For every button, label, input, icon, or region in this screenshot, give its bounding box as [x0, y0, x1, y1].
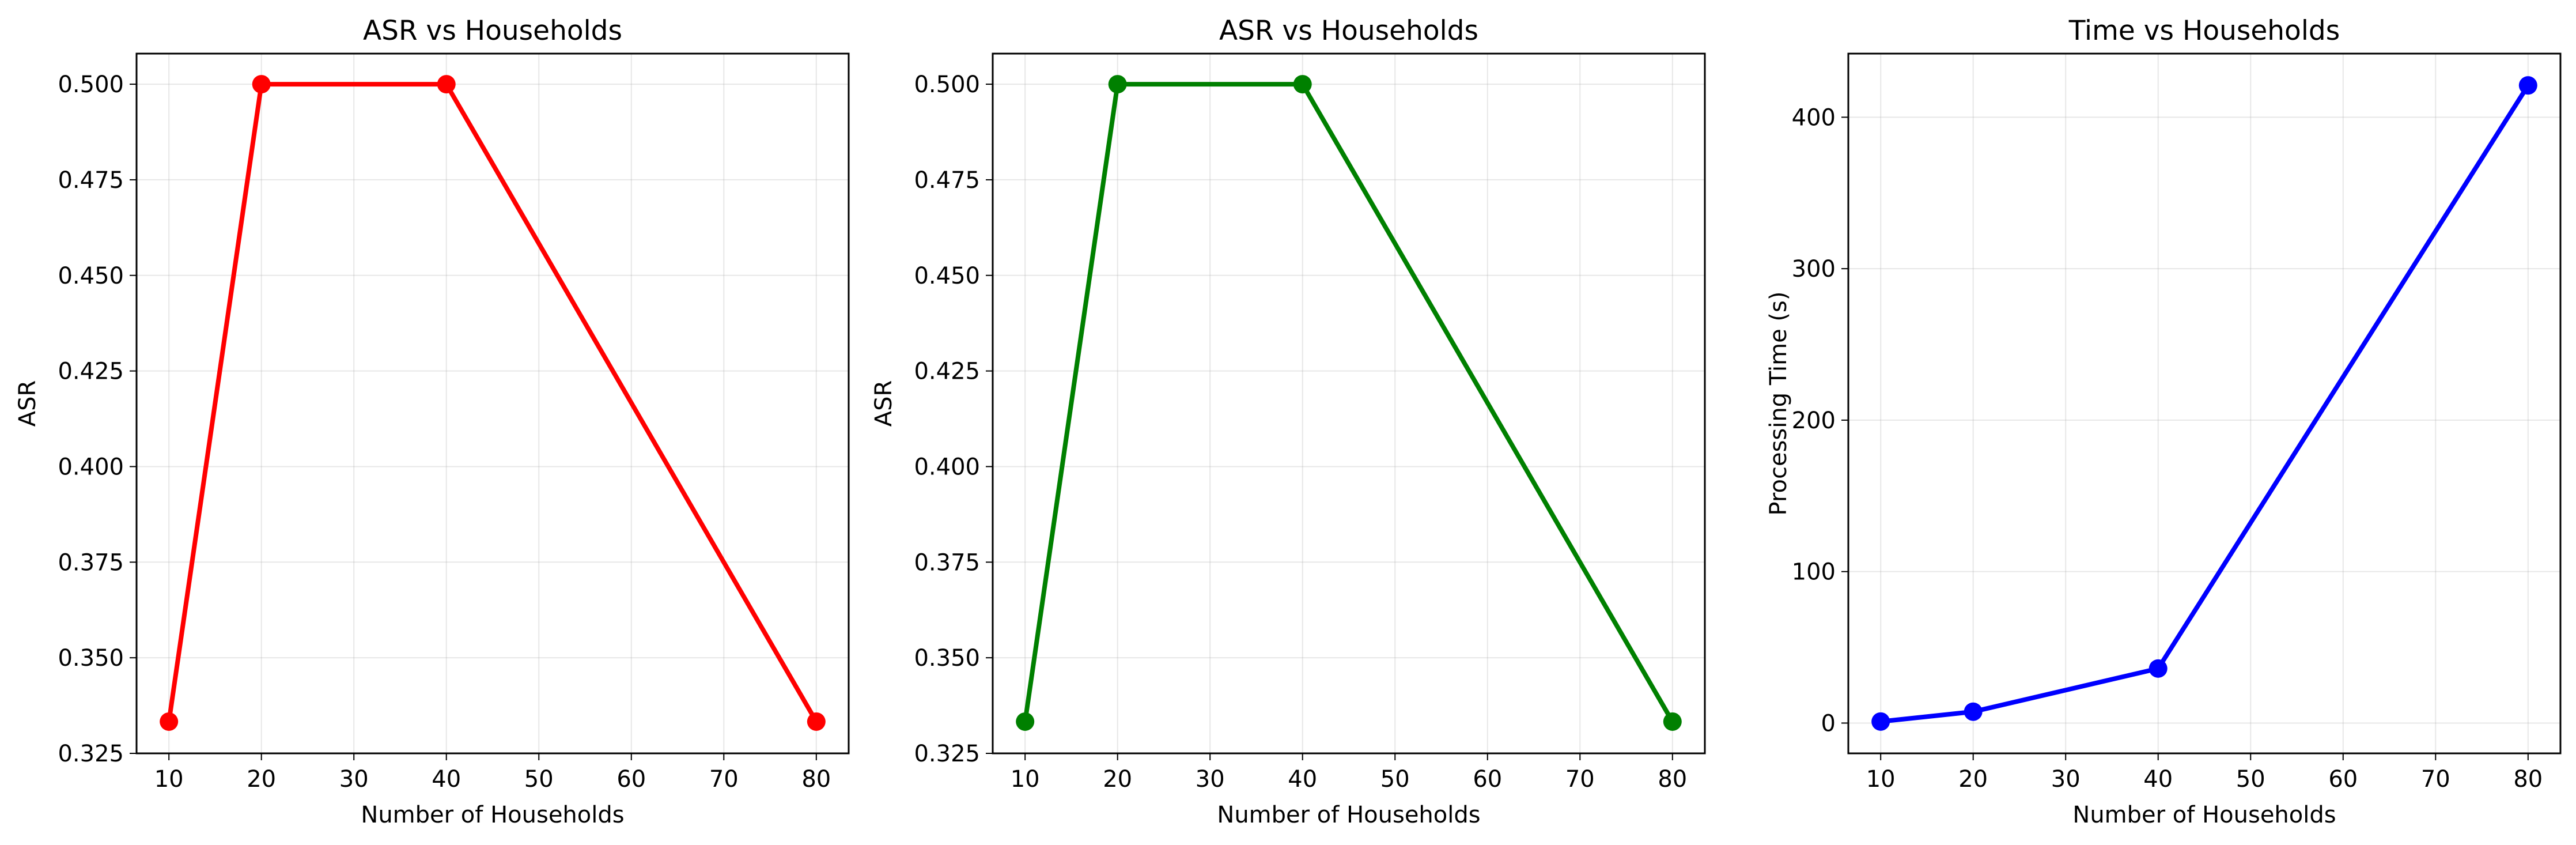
chart-title: ASR vs Households	[363, 15, 622, 47]
series-line	[1880, 84, 2530, 724]
data-point	[1108, 75, 1127, 94]
data-point	[1663, 712, 1682, 731]
series-line	[1023, 82, 1675, 723]
data-point	[1293, 75, 1312, 94]
x-tick-label: 40	[1288, 766, 1317, 793]
y-axis-label: ASR	[14, 380, 41, 427]
x-tick-label: 10	[1866, 766, 1896, 793]
series-line	[167, 82, 819, 723]
x-tick-label: 20	[247, 766, 276, 793]
data-point	[1964, 702, 1983, 721]
x-tick-label: 60	[616, 766, 646, 793]
x-tick-label: 40	[2143, 766, 2173, 793]
plot-frame	[135, 52, 850, 755]
data-point	[2148, 659, 2168, 678]
y-tick-label: 0.325	[58, 741, 124, 767]
y-tick-label: 0.425	[914, 359, 980, 385]
y-tick-label: 200	[1792, 408, 1836, 434]
y-tick-label: 0.400	[58, 454, 124, 480]
plot-frame	[992, 52, 1706, 755]
y-axis-label: Processing Time (s)	[1765, 292, 1792, 516]
y-tick-label: 300	[1792, 256, 1836, 282]
x-tick-label: 30	[339, 766, 369, 793]
data-point	[1016, 712, 1035, 731]
x-tick-label: 30	[2051, 766, 2081, 793]
plot-frame	[1847, 52, 2562, 755]
y-tick-label: 0.450	[914, 263, 980, 289]
chart-panel-asr-red: ASR vs Households Number of Households A…	[14, 15, 850, 828]
y-tick-label: 400	[1792, 104, 1836, 131]
grid	[1848, 54, 2560, 753]
x-tick-label: 80	[1658, 766, 1687, 793]
x-tick-label: 50	[1380, 766, 1410, 793]
y-tick-label: 0.500	[58, 71, 124, 98]
x-axis-label: Number of Households	[1217, 802, 1480, 828]
data-point	[2518, 76, 2537, 95]
x-tick-label: 70	[1565, 766, 1595, 793]
chart-panel-asr-green: ASR vs Households Number of Households A…	[871, 15, 1706, 828]
y-tick-label: 100	[1792, 559, 1836, 586]
y-tick-label: 0.475	[58, 167, 124, 194]
y-tick-label: 0	[1821, 710, 1836, 737]
x-tick-label: 20	[1958, 766, 1988, 793]
y-tick-label: 0.400	[914, 454, 980, 480]
y-tick-label: 0.425	[58, 359, 124, 385]
x-tick-label: 60	[2328, 766, 2358, 793]
x-tick-label: 80	[801, 766, 831, 793]
chart-title: Time vs Households	[2068, 15, 2340, 47]
data-point	[437, 75, 456, 94]
y-axis-label: ASR	[871, 380, 897, 427]
x-tick-label: 70	[2421, 766, 2450, 793]
y-tick-label: 0.350	[914, 645, 980, 672]
data-point	[160, 712, 179, 731]
y-tick-label: 0.350	[58, 645, 124, 672]
x-tick-label: 30	[1196, 766, 1225, 793]
chart-panel-time: Time vs Households Number of Households …	[1765, 15, 2562, 828]
x-axis-label: Number of Households	[2072, 802, 2336, 828]
x-tick-label: 50	[524, 766, 554, 793]
data-point	[252, 75, 271, 94]
y-tick-label: 0.500	[914, 71, 980, 98]
y-tick-label: 0.375	[914, 549, 980, 576]
grid	[993, 54, 1705, 754]
x-tick-label: 80	[2513, 766, 2543, 793]
x-axis-label: Number of Households	[361, 802, 624, 828]
data-point	[1871, 712, 1890, 731]
x-tick-label: 50	[2236, 766, 2265, 793]
grid	[137, 54, 849, 754]
chart-title: ASR vs Households	[1219, 15, 1478, 47]
y-tick-label: 0.450	[58, 263, 124, 289]
y-tick-label: 0.325	[914, 741, 980, 767]
x-tick-label: 20	[1103, 766, 1132, 793]
x-tick-label: 60	[1473, 766, 1502, 793]
x-tick-label: 40	[432, 766, 461, 793]
data-point	[807, 712, 826, 731]
y-tick-label: 0.475	[914, 167, 980, 194]
x-tick-label: 10	[1011, 766, 1040, 793]
x-tick-label: 70	[709, 766, 739, 793]
y-tick-label: 0.375	[58, 549, 124, 576]
x-tick-label: 10	[154, 766, 184, 793]
